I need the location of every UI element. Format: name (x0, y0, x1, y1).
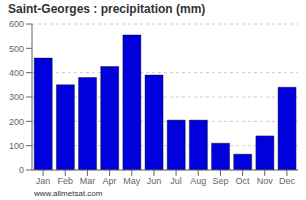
html-text:www.allmetsat.com: www.allmetsat.com (34, 189, 103, 198)
svg-text:Mar: Mar (80, 176, 96, 186)
svg-text:300: 300 (9, 92, 24, 102)
svg-text:Jun: Jun (147, 176, 162, 186)
html-text:Saint-Georges : precipitation: Saint-Georges : precipitation (mm) (8, 2, 206, 16)
svg-text:Nov: Nov (257, 176, 274, 186)
svg-text:Feb: Feb (57, 176, 73, 186)
svg-text:200: 200 (9, 117, 24, 127)
svg-text:600: 600 (9, 19, 24, 29)
svg-text:0: 0 (19, 165, 24, 175)
svg-text:Jul: Jul (170, 176, 182, 186)
svg-text:500: 500 (9, 44, 24, 54)
svg-text:Aug: Aug (190, 176, 206, 186)
svg-text:100: 100 (9, 141, 24, 151)
svg-text:Dec: Dec (279, 176, 296, 186)
svg-text:Oct: Oct (236, 176, 251, 186)
svg-text:May: May (123, 176, 141, 186)
svg-text:Sep: Sep (212, 176, 228, 186)
svg-text:400: 400 (9, 68, 24, 78)
svg-text:Jan: Jan (36, 176, 51, 186)
svg-text:Apr: Apr (103, 176, 117, 186)
